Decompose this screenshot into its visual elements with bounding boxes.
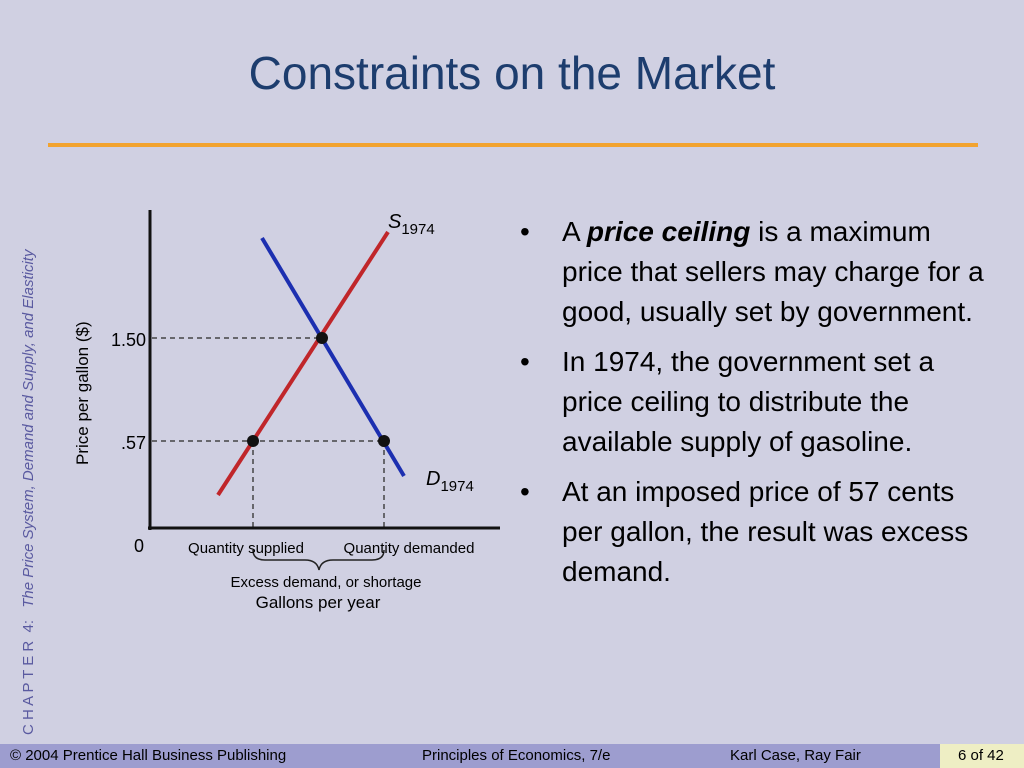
chapter-subject: The Price System, Demand and Supply, and… (20, 248, 37, 608)
bullet-text: is a maximum price that sellers may char… (562, 216, 984, 327)
bullet: A price ceiling is a maximum price that … (520, 212, 990, 332)
equilibrium-point (316, 332, 328, 344)
demand-subscript: 1974 (440, 478, 473, 495)
supply-curve (216, 230, 390, 497)
footer-book: Principles of Economics, 7/e (422, 747, 611, 764)
chapter-label: C H A P T E R 4: (20, 620, 37, 735)
bullet: In 1974, the government set a price ceil… (520, 342, 990, 462)
supply-subscript: 1974 (401, 221, 434, 238)
y-tick-label: 0 (134, 536, 144, 556)
x-axis-title: Gallons per year (256, 593, 381, 612)
y-tick-label: .57 (121, 433, 146, 453)
demanded-point (378, 435, 390, 447)
x-label: Quantity supplied (188, 540, 304, 557)
supplied-point (247, 435, 259, 447)
page-box: 6 of 42 (940, 744, 1024, 768)
title-rule (48, 143, 978, 147)
sidebar: C H A P T E R 4: The Price System, Deman… (20, 248, 37, 735)
bullet: At an imposed price of 57 cents per gall… (520, 472, 990, 592)
brace-label: Excess demand, or shortage (231, 574, 422, 591)
slide-title: Constraints on the Market (248, 47, 776, 99)
demand-letter: D (426, 468, 440, 490)
footer-authors: Karl Case, Ray Fair (730, 747, 861, 764)
bullet-list: A price ceiling is a maximum price that … (520, 212, 990, 602)
diagram: S1974 D1974 Price per gallon ($) 1.50 .5… (73, 210, 500, 612)
bullet-emphasis: price ceiling (586, 216, 751, 247)
bullet-text: A (562, 216, 587, 247)
demand-label: D1974 (426, 468, 474, 495)
supply-label: S1974 (388, 211, 435, 238)
page-number: 6 of 42 (958, 747, 1004, 764)
sidebar-text: C H A P T E R 4: The Price System, Deman… (20, 248, 37, 735)
footer-copyright: © 2004 Prentice Hall Business Publishing (10, 747, 287, 764)
x-label: Quantity demanded (344, 540, 475, 557)
y-tick-label: 1.50 (111, 330, 146, 350)
supply-letter: S (388, 211, 402, 233)
brace (252, 549, 385, 571)
footer: © 2004 Prentice Hall Business Publishing… (0, 744, 1024, 768)
y-axis-title: Price per gallon ($) (73, 321, 92, 465)
